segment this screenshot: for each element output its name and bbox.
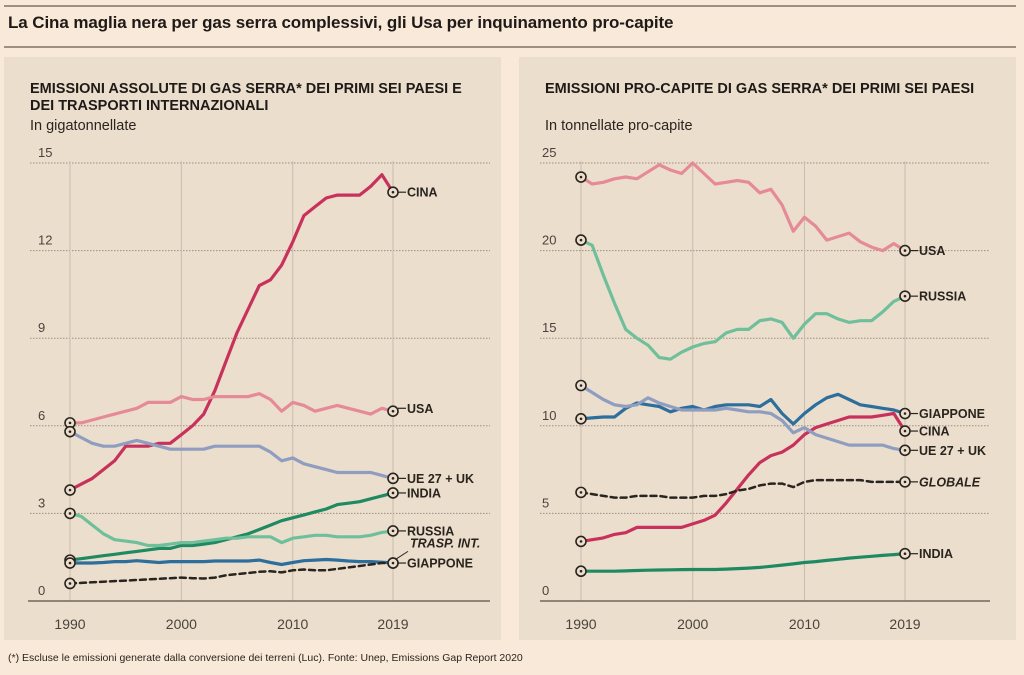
endpoint-marker-dot xyxy=(903,294,907,298)
series-label-cina: CINA xyxy=(407,186,438,200)
y-tick-label: 25 xyxy=(542,145,556,160)
endpoint-marker-dot xyxy=(903,412,907,415)
endpoint-marker-dot xyxy=(903,429,907,433)
series-label-usa: USA xyxy=(919,244,945,258)
endpoint-marker-dot xyxy=(68,430,72,433)
chart-title: EMISSIONI ASSOLUTE DI GAS SERRA* DEI PRI… xyxy=(30,81,462,114)
x-tick-label: 2000 xyxy=(166,616,197,632)
endpoint-marker-dot xyxy=(579,569,583,573)
series-label-trasp-int-: TRASP. INT. xyxy=(410,537,480,551)
headline-rule xyxy=(4,46,1016,48)
series-line-globale xyxy=(579,478,907,499)
series-line-india xyxy=(68,491,395,562)
x-tick-label: 1990 xyxy=(54,616,85,632)
y-tick-label: 5 xyxy=(542,495,549,510)
endpoint-marker-dot xyxy=(579,540,583,543)
y-tick-label: 0 xyxy=(542,583,549,598)
endpoint-marker-dot xyxy=(391,409,395,413)
series-line-russia xyxy=(579,238,907,361)
series-line-giappone xyxy=(579,392,907,426)
y-tick-label: 10 xyxy=(542,408,556,423)
endpoint-marker-dot xyxy=(391,561,395,565)
series-line-cina xyxy=(579,411,907,544)
series-label-cina: CINA xyxy=(919,425,950,439)
series-label-india: INDIA xyxy=(919,547,953,561)
endpoint-marker-dot xyxy=(68,488,72,492)
endpoint-marker-dot xyxy=(391,491,395,495)
endpoint-marker-dot xyxy=(903,249,907,252)
top-rule xyxy=(4,5,1016,7)
endpoint-marker-dot xyxy=(903,449,907,452)
series-line-ue-27-uk xyxy=(68,430,395,480)
series-label-usa: USA xyxy=(407,402,433,416)
endpoint-marker-dot xyxy=(391,529,395,533)
x-tick-label: 2010 xyxy=(789,616,820,632)
series-line-india xyxy=(579,552,907,573)
label-leader-line xyxy=(395,550,409,560)
y-tick-label: 0 xyxy=(38,583,45,598)
chart-subtitle: In tonnellate pro-capite xyxy=(545,118,693,134)
y-tick-label: 9 xyxy=(38,320,45,335)
endpoint-marker-dot xyxy=(68,512,72,515)
series-line-usa xyxy=(68,392,395,425)
series-line-usa xyxy=(579,161,907,253)
chart-panel-absolute: EMISSIONI ASSOLUTE DI GAS SERRA* DEI PRI… xyxy=(4,57,501,640)
endpoint-marker-dot xyxy=(68,582,72,585)
x-tick-label: 1990 xyxy=(565,616,596,632)
series-label-russia: RUSSIA xyxy=(919,290,966,304)
series-label-giappone: GIAPPONE xyxy=(919,407,985,421)
y-tick-label: 6 xyxy=(38,408,45,423)
y-tick-label: 15 xyxy=(38,145,52,160)
x-tick-label: 2000 xyxy=(677,616,708,632)
y-tick-label: 20 xyxy=(542,233,556,248)
endpoint-marker-dot xyxy=(903,480,907,484)
footnote: (*) Escluse le emissioni generate dalla … xyxy=(8,652,523,664)
series-line-russia xyxy=(68,511,395,548)
endpoint-marker-dot xyxy=(579,417,583,421)
endpoint-marker-dot xyxy=(391,190,395,194)
series-label-globale: GLOBALE xyxy=(919,475,981,489)
y-tick-label: 15 xyxy=(542,320,556,335)
chart-title: EMISSIONI PRO-CAPITE DI GAS SERRA* DEI P… xyxy=(545,81,975,97)
series-label-giappone: GIAPPONE xyxy=(407,557,473,571)
chart-subtitle: In gigatonnellate xyxy=(30,118,137,134)
series-line-ue-27-uk xyxy=(579,383,907,452)
endpoint-marker-dot xyxy=(903,552,907,555)
series-line-cina xyxy=(68,173,395,492)
endpoint-marker-dot xyxy=(68,421,72,425)
series-line-trasp-int- xyxy=(68,561,395,585)
headline: La Cina maglia nera per gas serra comple… xyxy=(8,13,674,32)
x-tick-label: 2019 xyxy=(377,616,408,632)
endpoint-marker-dot xyxy=(579,238,583,242)
y-tick-label: 3 xyxy=(38,495,45,510)
chart-panel-per-capita: EMISSIONI PRO-CAPITE DI GAS SERRA* DEI P… xyxy=(519,57,1016,640)
series-line-giappone xyxy=(68,557,395,567)
endpoint-marker-dot xyxy=(391,477,395,480)
series-label-ue-27-uk: UE 27 + UK xyxy=(407,472,474,486)
endpoint-marker-dot xyxy=(579,384,583,387)
endpoint-marker-dot xyxy=(68,561,72,565)
series-label-russia: RUSSIA xyxy=(407,524,454,538)
endpoint-marker-dot xyxy=(579,491,583,494)
series-label-ue-27-uk: UE 27 + UK xyxy=(919,444,986,458)
x-tick-label: 2019 xyxy=(889,616,920,632)
series-label-india: INDIA xyxy=(407,486,441,500)
endpoint-marker-dot xyxy=(579,175,583,179)
x-tick-label: 2010 xyxy=(277,616,308,632)
y-tick-label: 12 xyxy=(38,233,52,248)
